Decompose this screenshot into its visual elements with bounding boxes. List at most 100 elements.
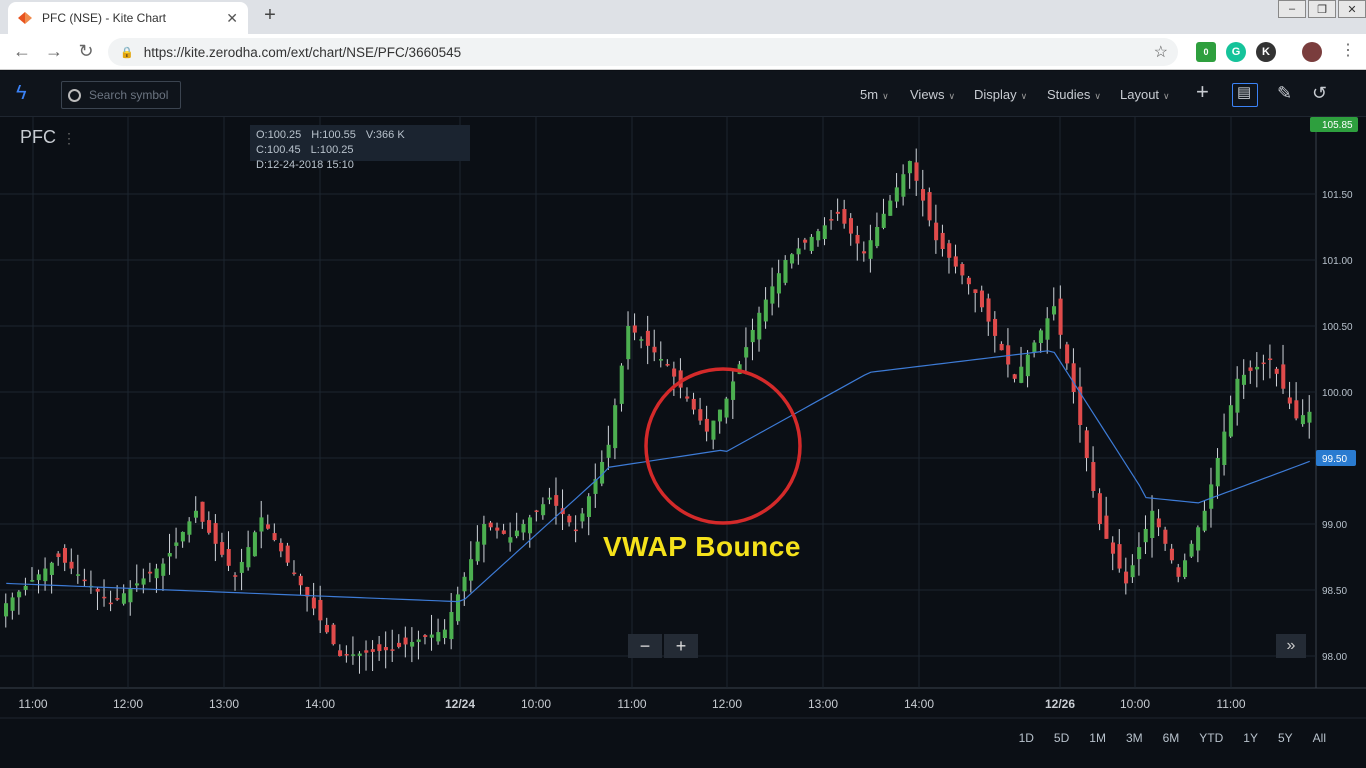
candle-body bbox=[1228, 405, 1233, 437]
candle-body bbox=[606, 444, 611, 458]
views-dropdown[interactable]: Views ∨ bbox=[910, 87, 955, 102]
range-3m[interactable]: 3M bbox=[1125, 731, 1143, 745]
range-1m[interactable]: 1M bbox=[1089, 731, 1106, 745]
interval-dropdown[interactable]: 5m ∨ bbox=[860, 87, 889, 102]
kite-chart-app: ϟ Search symbol 5m ∨ Views ∨ Display ∨ Stud… bbox=[0, 71, 1366, 768]
candle-body bbox=[724, 398, 729, 418]
vwap-bounce-annotation: VWAP Bounce bbox=[603, 531, 801, 562]
comment-button[interactable] bbox=[1232, 83, 1258, 107]
range-5y[interactable]: 5Y bbox=[1277, 731, 1293, 745]
avatar[interactable] bbox=[1302, 42, 1322, 62]
candle-body bbox=[1281, 364, 1286, 389]
candle-body bbox=[488, 522, 493, 528]
close-window-button[interactable]: ✕ bbox=[1338, 0, 1366, 18]
candle-body bbox=[711, 420, 716, 440]
candle-body bbox=[108, 602, 113, 605]
display-dropdown[interactable]: Display ∨ bbox=[974, 87, 1027, 102]
candle-body bbox=[619, 365, 624, 404]
url-field[interactable]: 🔒 https://kite.zerodha.com/ext/chart/NSE… bbox=[108, 38, 1178, 66]
candle-body bbox=[966, 277, 971, 285]
reload-icon[interactable]: ↻ bbox=[78, 41, 94, 61]
forward-icon[interactable]: → bbox=[45, 41, 63, 61]
profile-k-icon[interactable]: K bbox=[1256, 42, 1276, 62]
candle-body bbox=[528, 517, 533, 534]
more-options-icon[interactable]: ⋮ bbox=[62, 130, 76, 146]
chart-area[interactable]: 101.50 101.00 100.50 100.00 99.50 99.00 98.50 9… bbox=[0, 117, 1366, 768]
x-tick-label: 12/24 bbox=[445, 697, 475, 711]
candle-body bbox=[246, 547, 251, 568]
tab-title: PFC (NSE) - Kite Chart bbox=[42, 11, 167, 25]
candle-body bbox=[757, 312, 762, 340]
candle-body bbox=[678, 370, 683, 388]
restore-button[interactable]: ❐ bbox=[1308, 0, 1336, 18]
candle-body bbox=[154, 568, 159, 579]
candle-body bbox=[482, 524, 487, 545]
candle-body bbox=[429, 634, 434, 638]
candle-body bbox=[1300, 415, 1305, 425]
candle-body bbox=[744, 347, 749, 358]
scroll-forward-icon[interactable]: » bbox=[1276, 634, 1306, 658]
candle-body bbox=[272, 533, 277, 541]
pencil-icon[interactable]: ✎ bbox=[1277, 83, 1293, 103]
range-1d[interactable]: 1D bbox=[1018, 731, 1034, 745]
lightning-icon[interactable]: ϟ bbox=[16, 82, 27, 104]
range-5d[interactable]: 5D bbox=[1053, 731, 1070, 745]
candle-body bbox=[167, 553, 172, 557]
ohlc-volume: V:366 K bbox=[365, 129, 405, 141]
candle-body bbox=[691, 398, 696, 410]
candle-body bbox=[894, 187, 899, 202]
chart-symbol: PFC ⋮ bbox=[20, 127, 76, 148]
minimize-button[interactable]: – bbox=[1278, 0, 1306, 18]
search-input[interactable]: Search symbol bbox=[61, 81, 181, 109]
candle-body bbox=[999, 343, 1004, 351]
zoom-in-button[interactable]: + bbox=[664, 634, 698, 658]
range-1y[interactable]: 1Y bbox=[1243, 731, 1258, 745]
candle-body bbox=[1169, 548, 1174, 561]
vwap-bounce-circle bbox=[644, 367, 802, 525]
candle-body bbox=[1143, 528, 1148, 543]
candle-body bbox=[750, 329, 755, 343]
x-tick-label: 13:00 bbox=[808, 697, 838, 711]
candle-body bbox=[148, 571, 153, 574]
grammarly-icon[interactable]: G bbox=[1226, 42, 1246, 62]
candle-body bbox=[1268, 358, 1273, 360]
candle-body bbox=[128, 588, 133, 603]
range-ytd[interactable]: YTD bbox=[1199, 731, 1224, 745]
close-tab-icon[interactable]: ✕ bbox=[226, 9, 238, 26]
candle-body bbox=[1052, 306, 1057, 315]
new-tab-button[interactable]: + bbox=[264, 4, 276, 26]
zoom-out-button[interactable]: − bbox=[628, 634, 662, 658]
browser-tab[interactable]: PFC (NSE) - Kite Chart ✕ bbox=[8, 2, 248, 34]
layout-dropdown[interactable]: Layout ∨ bbox=[1120, 87, 1170, 102]
candle-body bbox=[397, 642, 402, 647]
candle-body bbox=[1209, 484, 1214, 509]
crosshair-icon[interactable]: + bbox=[1196, 79, 1209, 104]
candle-body bbox=[121, 593, 126, 604]
chart-toolbar: ϟ Search symbol 5m ∨ Views ∨ Display ∨ Stud… bbox=[0, 71, 1366, 117]
candlestick-chart[interactable]: 101.50 101.00 100.50 100.00 99.50 99.00 98.50 9… bbox=[0, 117, 1366, 768]
candle-body bbox=[1287, 397, 1292, 404]
studies-dropdown[interactable]: Studies ∨ bbox=[1047, 87, 1101, 102]
candle-body bbox=[888, 200, 893, 216]
candle-body bbox=[1032, 342, 1037, 353]
menu-kebab-icon[interactable]: ⋮ bbox=[1340, 42, 1356, 59]
extension-icon[interactable]: 0 bbox=[1196, 42, 1216, 62]
candle-body bbox=[187, 521, 192, 535]
reset-icon[interactable]: ↺ bbox=[1312, 83, 1328, 103]
bookmark-star-icon[interactable]: ☆ bbox=[1153, 44, 1168, 61]
range-all[interactable]: All bbox=[1312, 731, 1326, 745]
candle-body bbox=[1241, 374, 1246, 385]
candle-body bbox=[580, 513, 585, 522]
back-icon[interactable]: ← bbox=[13, 41, 31, 61]
candle-body bbox=[416, 639, 421, 642]
candle-body bbox=[351, 654, 356, 656]
chevron-down-icon: ∨ bbox=[1163, 91, 1170, 101]
candle-body bbox=[1084, 430, 1089, 458]
search-placeholder: Search symbol bbox=[89, 88, 169, 102]
candle-body bbox=[835, 211, 840, 214]
interval-label: 5m bbox=[860, 87, 879, 102]
price-axis bbox=[1316, 117, 1366, 717]
candle-body bbox=[49, 562, 54, 575]
y-tick-label: 98.00 bbox=[1322, 652, 1347, 663]
range-6m[interactable]: 6M bbox=[1162, 731, 1180, 745]
